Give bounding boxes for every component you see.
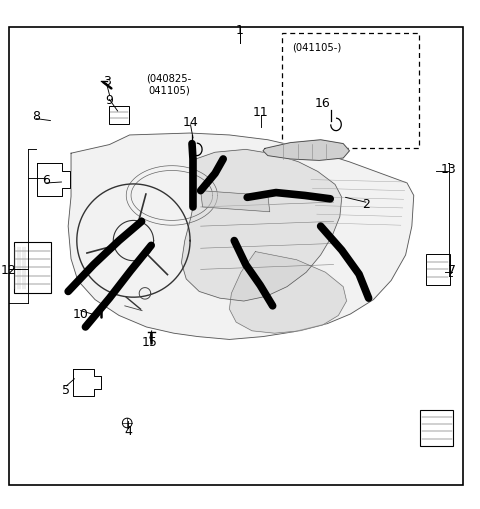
- Text: 11: 11: [253, 106, 268, 119]
- Bar: [14, 243, 51, 293]
- Text: 12: 12: [1, 263, 16, 276]
- Text: 8: 8: [33, 110, 40, 123]
- Polygon shape: [37, 164, 70, 196]
- Bar: [420, 410, 453, 446]
- Text: 10: 10: [72, 308, 89, 321]
- Circle shape: [122, 418, 132, 428]
- Polygon shape: [229, 252, 347, 333]
- Text: 6: 6: [43, 174, 50, 187]
- Text: 1: 1: [236, 24, 244, 37]
- Polygon shape: [263, 140, 349, 161]
- Text: 16: 16: [315, 97, 330, 110]
- Text: 13: 13: [441, 163, 456, 176]
- Text: 3: 3: [103, 75, 110, 88]
- Bar: [426, 254, 450, 286]
- Polygon shape: [181, 150, 342, 301]
- Text: 4: 4: [124, 425, 132, 437]
- Text: 7: 7: [448, 263, 456, 276]
- Text: (041105-): (041105-): [292, 42, 341, 52]
- Polygon shape: [73, 370, 101, 396]
- Text: 2: 2: [362, 197, 370, 211]
- Text: 9: 9: [106, 94, 113, 107]
- Polygon shape: [68, 134, 414, 340]
- Text: 5: 5: [62, 383, 70, 396]
- Text: 15: 15: [142, 335, 158, 348]
- Text: 14: 14: [183, 116, 198, 129]
- Bar: [282, 34, 419, 149]
- Text: (040825-
041105): (040825- 041105): [146, 73, 192, 95]
- Polygon shape: [201, 191, 270, 212]
- Bar: [109, 106, 129, 125]
